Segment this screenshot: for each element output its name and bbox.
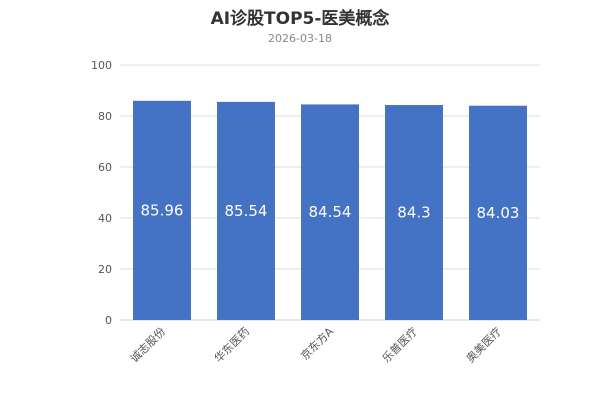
bar-value-labels: 85.96 85.54 84.54 84.3 84.03 — [141, 201, 520, 221]
x-tick-label: 奥美医疗 — [463, 324, 504, 365]
x-tick-label: 乐普医疗 — [379, 324, 420, 365]
bar-value-label: 84.3 — [397, 204, 430, 222]
bar — [301, 104, 359, 320]
y-tick-label: 100 — [91, 59, 112, 72]
bar — [385, 105, 443, 320]
y-tick-label: 80 — [98, 110, 112, 123]
bar — [469, 105, 527, 320]
bar-value-label: 85.96 — [141, 201, 184, 219]
bar — [217, 101, 275, 320]
x-tick-label: 京东方A — [298, 324, 337, 363]
x-tick-label: 诚志股份 — [128, 325, 168, 365]
y-tick-label: 40 — [98, 212, 112, 225]
bar — [133, 100, 191, 320]
bar-value-label: 84.54 — [309, 203, 352, 221]
y-axis-ticks: 0 20 40 60 80 100 — [91, 59, 112, 327]
x-tick-label: 华东医药 — [211, 324, 252, 365]
y-tick-label: 60 — [98, 161, 112, 174]
x-axis-labels: 诚志股份 华东医药 京东方A 乐普医疗 奥美医疗 — [128, 324, 504, 365]
bar-value-label: 84.03 — [477, 204, 520, 222]
y-tick-label: 20 — [98, 263, 112, 276]
chart-title: AI诊股TOP5-医美概念 — [210, 9, 390, 29]
bars — [133, 100, 527, 320]
chart-subtitle: 2026-03-18 — [268, 32, 332, 45]
y-tick-label: 0 — [105, 314, 112, 327]
bar-value-label: 85.54 — [225, 202, 268, 220]
